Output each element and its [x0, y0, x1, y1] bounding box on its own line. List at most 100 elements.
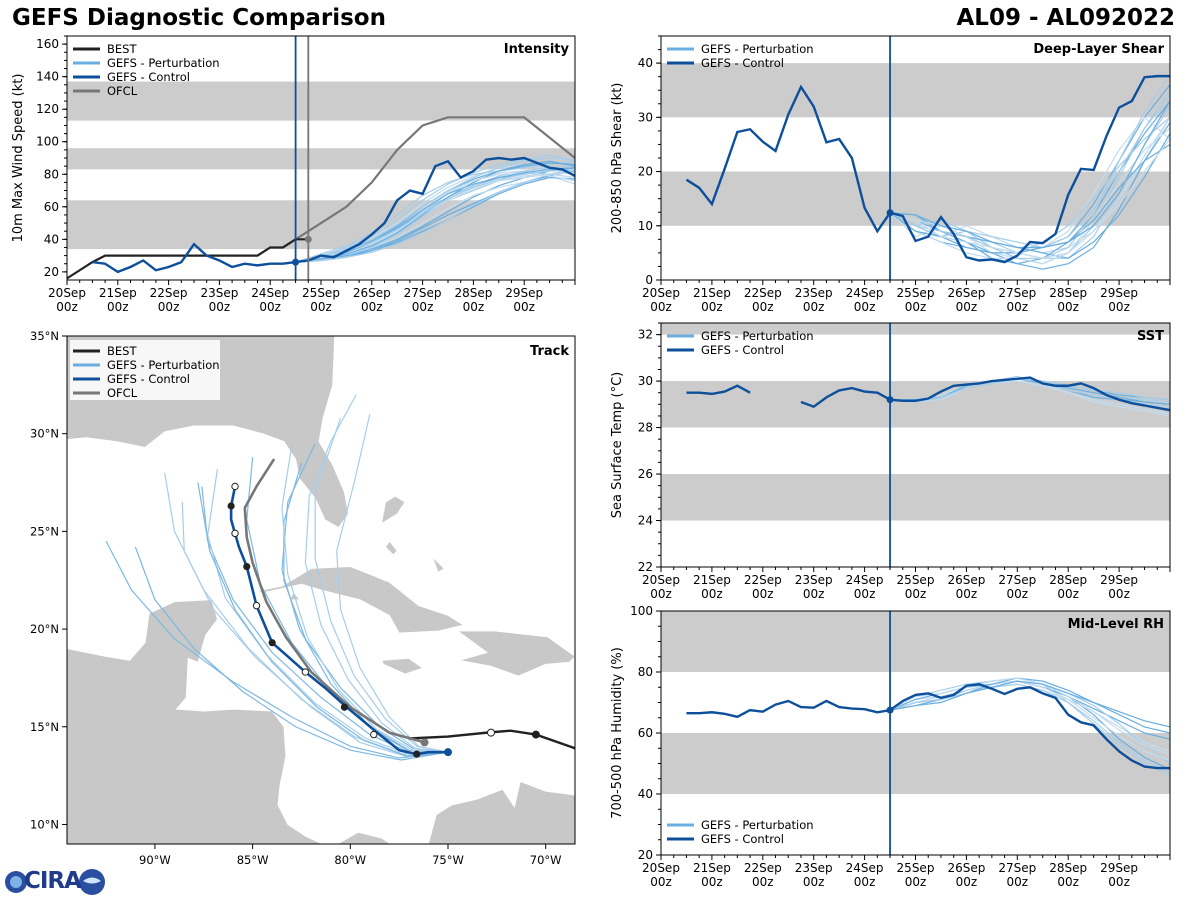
x-tick-label: 20Sep	[642, 573, 680, 587]
y-tick-label: 10	[638, 219, 653, 233]
x-tick-label: 22Sep	[150, 286, 188, 300]
map-frame	[66, 335, 576, 845]
y-tick-label: 22	[638, 560, 653, 574]
x-tick-label: 26Sep	[353, 286, 391, 300]
lon-tick-label: 70°W	[530, 853, 562, 867]
x-tick-label: 21Sep	[99, 286, 137, 300]
x-tick-label: 27Sep	[404, 286, 442, 300]
x-tick-label: 00z	[1007, 587, 1029, 601]
x-tick-label: 00z	[956, 587, 978, 601]
legend-label: GEFS - Control	[701, 832, 784, 846]
y-tick-label: 26	[638, 467, 653, 481]
x-tick-label: 20Sep	[642, 861, 680, 875]
x-tick-label: 29Sep	[505, 286, 543, 300]
best-line	[67, 238, 309, 280]
land	[381, 495, 406, 525]
legend-label: OFCL	[107, 386, 138, 400]
init-point	[886, 396, 894, 404]
control-marker-open	[301, 668, 310, 676]
land	[67, 599, 575, 844]
y-axis-label: 10m Max Wind Speed (kt)	[11, 74, 26, 243]
x-tick-label: 26Sep	[947, 286, 985, 300]
x-tick-label: 00z	[854, 300, 876, 314]
ofcl-start-point	[420, 738, 429, 747]
x-tick-label: 00z	[107, 300, 129, 314]
x-tick-label: 25Sep	[897, 861, 935, 875]
init-point	[886, 706, 894, 714]
y-tick-label: 24	[638, 514, 653, 528]
y-axis-label: 200-850 hPa Shear (kt)	[610, 83, 625, 234]
perturbation-track	[281, 445, 449, 753]
x-tick-label: 27Sep	[998, 573, 1036, 587]
lat-tick-label: 20°N	[30, 622, 59, 636]
map	[67, 336, 575, 844]
panel-title: SST	[1137, 329, 1164, 344]
control-marker-filled	[227, 502, 235, 510]
y-tick-label: 60	[44, 200, 59, 214]
control-line	[800, 376, 1170, 412]
perturbation-line	[295, 160, 575, 263]
perturbation-track	[336, 414, 449, 753]
perturbation-line	[889, 116, 1170, 249]
control-line	[686, 682, 1170, 770]
x-tick-label: 24Sep	[846, 861, 884, 875]
perturbation-line	[889, 121, 1170, 270]
x-tick-label: 00z	[905, 875, 927, 889]
perturbation-line	[889, 683, 1170, 774]
init-point	[886, 209, 894, 217]
x-tick-label: 00z	[650, 875, 672, 889]
x-tick-label: 00z	[752, 300, 774, 314]
perturbation-line	[889, 378, 1170, 403]
legend-label: GEFS - Control	[107, 372, 190, 386]
x-tick-label: 00z	[1007, 875, 1029, 889]
panel-intensity: 2040608010012014016020Sep00z21Sep00z22Se…	[11, 35, 576, 314]
x-tick-label: 00z	[1108, 875, 1130, 889]
panel-track: 90°W 85°W 80°W 75°W 70°W 10°N 15°N 20°N 25°N 30°N…	[30, 329, 576, 867]
threshold-band	[67, 200, 575, 250]
x-tick-label: 00z	[209, 300, 231, 314]
perturbation-line	[295, 176, 575, 263]
y-tick-label: 100	[630, 604, 653, 618]
y-tick-label: 80	[638, 665, 653, 679]
y-tick-label: 160	[36, 37, 59, 51]
x-tick-label: 00z	[650, 300, 672, 314]
x-tick-label: 28Sep	[1049, 286, 1087, 300]
control-marker-open	[252, 601, 261, 610]
legend-label: BEST	[107, 42, 137, 56]
lat-tick-label: 30°N	[30, 427, 59, 441]
x-tick-label: 00z	[701, 300, 723, 314]
x-tick-label: 29Sep	[1100, 861, 1138, 875]
threshold-band	[661, 323, 1170, 335]
threshold-band	[661, 733, 1170, 794]
perturbation-line	[889, 94, 1170, 249]
y-tick-label: 0	[645, 273, 653, 287]
x-tick-label: 25Sep	[302, 286, 340, 300]
x-tick-label: 00z	[956, 300, 978, 314]
perturbation-line	[889, 138, 1170, 259]
y-tick-label: 30	[638, 110, 653, 124]
x-tick-label: 23Sep	[795, 286, 833, 300]
legend-label: GEFS - Perturbation	[107, 358, 220, 372]
panel-shear: 01020304020Sep00z21Sep00z22Sep00z23Sep00…	[610, 35, 1171, 314]
plot-frame	[660, 322, 1171, 568]
x-tick-label: 00z	[1057, 587, 1079, 601]
x-tick-label: 00z	[259, 300, 281, 314]
x-tick-label: 00z	[905, 300, 927, 314]
perturbation-line	[889, 100, 1170, 249]
panel-title: Deep-Layer Shear	[1033, 42, 1164, 57]
x-tick-label: 00z	[1007, 300, 1029, 314]
x-tick-label: 00z	[701, 875, 723, 889]
control-marker-open	[370, 730, 378, 739]
control-start-point	[444, 748, 452, 757]
legend-label: GEFS - Perturbation	[701, 818, 814, 832]
x-tick-label: 28Sep	[1049, 573, 1087, 587]
x-tick-label: 23Sep	[795, 573, 833, 587]
lon-tick-label: 80°W	[334, 853, 366, 867]
perturbation-line	[295, 167, 575, 263]
control-marker-filled	[243, 562, 251, 571]
panel-title: Track	[530, 344, 569, 359]
x-tick-label: 20Sep	[48, 286, 86, 300]
